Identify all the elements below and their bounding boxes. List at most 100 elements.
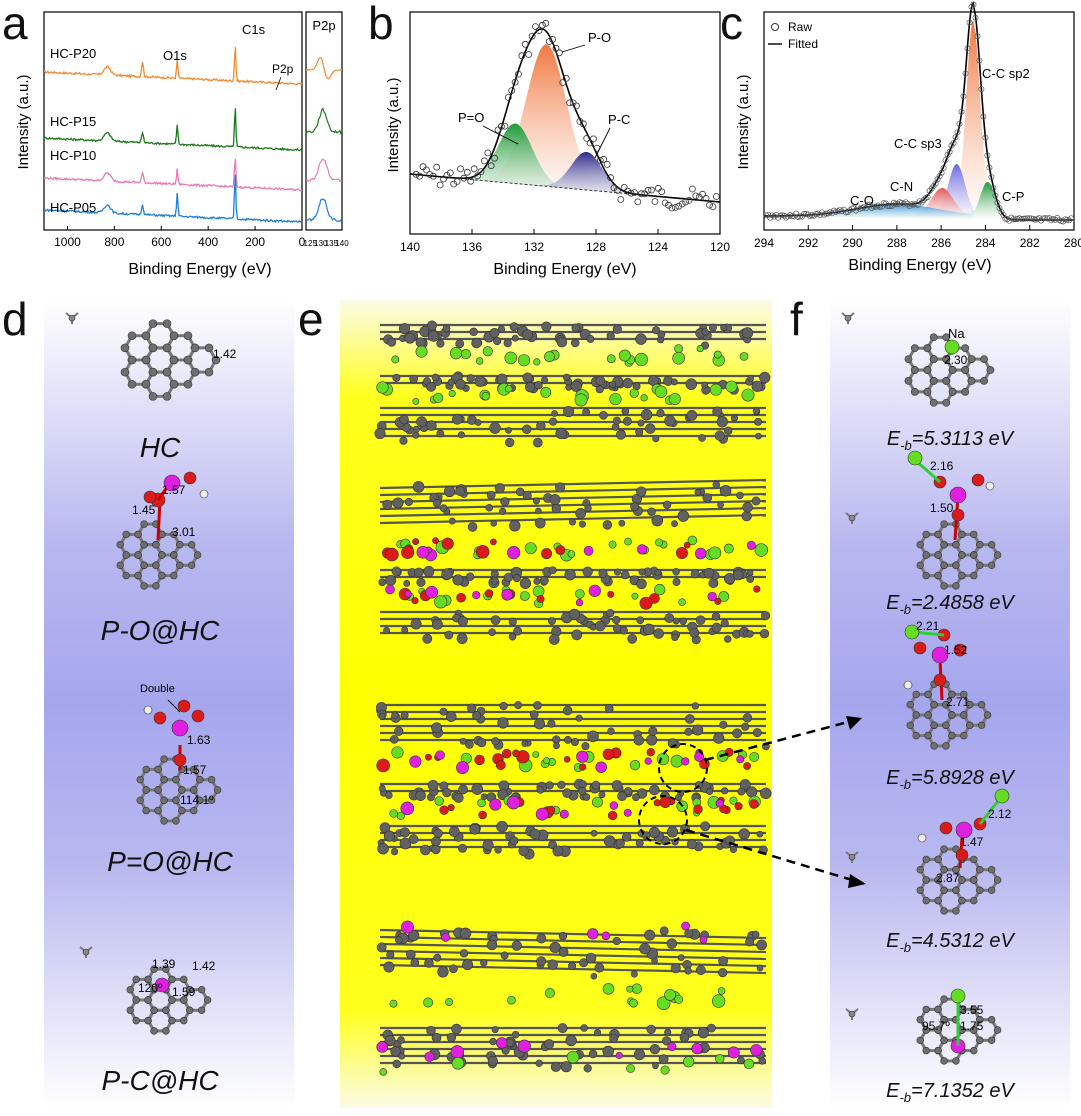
series-line-HC-P15 <box>43 108 303 152</box>
raw-point-c <box>1052 216 1059 223</box>
tick-a-200: 200 <box>245 235 265 249</box>
tick-b-136: 136 <box>462 240 482 254</box>
inset-title: P2p <box>312 18 335 33</box>
bond-d2-2: 114.1º <box>180 793 214 807</box>
structure-name-pc-hc: P-C@HC <box>101 1065 219 1096</box>
raw-point-c <box>974 33 981 40</box>
bond-d1-1: 1.45 <box>132 503 156 517</box>
raw-point-c <box>777 212 784 219</box>
raw-point-c <box>884 203 891 209</box>
raw-point <box>501 122 509 130</box>
raw-point-c <box>934 176 941 183</box>
raw-point-c <box>908 201 915 208</box>
raw-point <box>474 172 481 180</box>
raw-point-c <box>966 19 973 26</box>
raw-point <box>573 102 580 110</box>
bond-d3-2: 120º <box>138 981 163 995</box>
highlight-circle-2 <box>638 795 688 845</box>
raw-point <box>545 38 553 45</box>
eb-label-2: E-b=2.4858 eV <box>886 592 1014 617</box>
raw-point-c <box>880 200 887 207</box>
raw-point-c <box>1012 216 1019 223</box>
panel-letter-a: a <box>2 0 28 49</box>
y-axis-label-b: Intensity (a.u.) <box>385 77 402 172</box>
raw-point-c <box>852 207 859 214</box>
raw-point <box>484 149 492 157</box>
x-axis-label-a: Binding Energy (eV) <box>128 261 271 278</box>
raw-point-c <box>940 164 947 171</box>
tick-c-292: 292 <box>798 236 818 250</box>
tick-c-288: 288 <box>887 236 907 250</box>
legend-raw: Raw <box>788 20 812 34</box>
raw-point <box>443 171 451 179</box>
inset-tick-135: 135 <box>325 239 339 248</box>
raw-point <box>706 201 713 209</box>
raw-point-c <box>942 157 949 164</box>
raw-point-c <box>878 203 885 210</box>
raw-point <box>433 163 441 171</box>
tick-c-294: 294 <box>754 236 774 250</box>
raw-point <box>467 177 475 185</box>
raw-point-c <box>954 129 961 136</box>
legend-fitted: Fitted <box>788 37 818 51</box>
raw-point-c <box>860 203 867 210</box>
raw-point <box>487 162 495 170</box>
inset-line-HC-P05 <box>305 198 343 223</box>
raw-point <box>446 169 454 177</box>
panel-letter-f: f <box>790 293 803 345</box>
comp-label-po: P-O <box>588 30 611 45</box>
raw-point <box>682 198 690 206</box>
raw-point <box>436 181 444 189</box>
raw-point <box>528 32 536 40</box>
series-label-HC-P15: HC-P15 <box>50 114 96 129</box>
raw-point-c <box>946 148 953 155</box>
raw-point <box>538 21 546 29</box>
raw-point-c <box>994 199 1001 206</box>
raw-point <box>494 126 502 134</box>
x-axis-label-b: Binding Energy (eV) <box>493 261 636 278</box>
raw-point-c <box>982 134 989 141</box>
eb-label-3: E-b=5.8928 eV <box>886 767 1014 792</box>
raw-point-c <box>1068 215 1075 222</box>
chart-c: Intensity (a.u.) Binding Energy (eV) 294… <box>735 1 1081 274</box>
tick-a-0: 0 <box>299 235 306 249</box>
structure-name-hc: HC <box>139 432 181 463</box>
raw-point-c <box>950 140 957 147</box>
raw-point <box>525 51 533 58</box>
bond-f4-2: 1.75 <box>960 1019 984 1033</box>
raw-point-c <box>836 206 843 213</box>
raw-point-c <box>1022 215 1029 222</box>
structure-name-po-hc: P-O@HC <box>100 615 220 646</box>
bond-d3-0: 1.39 <box>152 957 176 971</box>
raw-point-c <box>793 210 800 217</box>
raw-point-c <box>890 199 897 206</box>
bond-d2-0: 1.63 <box>187 733 211 747</box>
raw-point <box>579 120 587 128</box>
raw-point-c <box>902 199 909 206</box>
raw-point-c <box>910 201 917 208</box>
raw-point-c <box>1060 218 1067 225</box>
raw-point <box>603 160 611 168</box>
raw-point <box>627 189 635 197</box>
bond-f4-0: 3.55 <box>960 1003 984 1017</box>
raw-point-c <box>854 204 861 211</box>
raw-point-c <box>1062 216 1069 223</box>
raw-point <box>450 180 458 188</box>
raw-point <box>521 40 529 48</box>
fit-component-0 <box>410 44 720 202</box>
raw-point-c <box>785 213 792 220</box>
raw-point <box>491 154 498 162</box>
raw-point-c <box>920 197 927 203</box>
arrow-head-2 <box>848 874 866 888</box>
raw-point <box>515 70 522 78</box>
raw-point <box>497 122 505 130</box>
raw-point <box>702 194 710 202</box>
atom-na: Na <box>948 326 965 341</box>
raw-point <box>583 134 591 142</box>
raw-point-c <box>1040 215 1047 222</box>
raw-point <box>555 49 563 57</box>
raw-point-c <box>906 203 913 210</box>
comp-label-co: C-O <box>850 193 874 208</box>
